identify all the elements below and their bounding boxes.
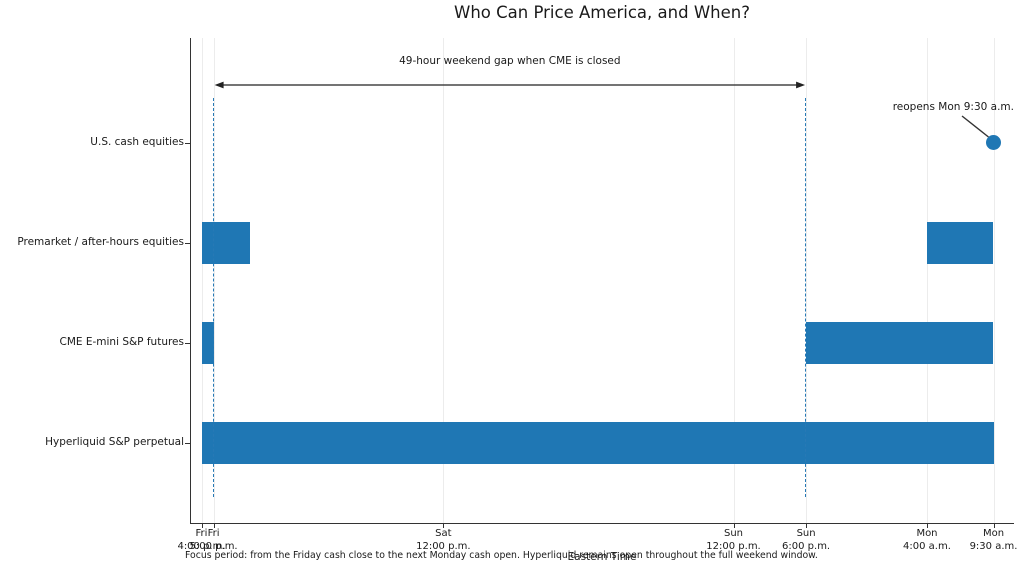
gridline — [443, 38, 445, 523]
y-axis-category-label: Hyperliquid S&P perpetual — [45, 436, 184, 448]
x-axis-spine — [190, 523, 1014, 524]
chart-title: Who Can Price America, and When? — [454, 3, 750, 22]
x-tick-mark — [993, 524, 995, 528]
x-tick-day: Sat — [435, 528, 452, 539]
x-tick-day: Mon — [916, 528, 938, 539]
x-tick-label: Fri 5:00 p.m. — [190, 527, 238, 553]
reopen-annotation: reopens Mon 9:30 a.m. — [892, 101, 1014, 113]
x-tick-label: Fri 4:00 p.m. — [177, 527, 225, 553]
x-tick-mark — [213, 524, 215, 528]
caption: Focus period: from the Friday cash close… — [185, 550, 818, 561]
gridline — [733, 38, 735, 523]
bar-segment — [926, 222, 994, 264]
x-tick-day: Sun — [723, 528, 744, 539]
y-axis-category-label: Premarket / after-hours equities — [17, 236, 184, 248]
bar-segment — [806, 322, 994, 364]
gap-annotation: 49-hour weekend gap when CME is closed — [399, 55, 621, 67]
reopen-leader-line — [961, 115, 989, 138]
gridline — [213, 38, 215, 523]
y-tick-mark — [185, 343, 190, 344]
x-tick-day: Mon — [982, 528, 1005, 539]
gridline — [993, 38, 995, 523]
reopen-marker-dot — [986, 134, 1001, 150]
y-axis-spine — [190, 38, 191, 524]
y-tick-mark — [185, 243, 190, 244]
y-tick-mark — [185, 143, 190, 144]
gap-arrowhead-left — [214, 81, 224, 89]
y-axis-category-label: CME E-mini S&P futures — [59, 336, 184, 348]
x-tick-mark — [201, 524, 203, 528]
bar-segment — [201, 322, 214, 364]
x-tick-mark — [443, 524, 445, 528]
cme-boundary-dashed-line — [805, 98, 807, 497]
x-tick-label: Sun 12:00 p.m. — [706, 527, 760, 553]
x-tick-label: Sat 12:00 p.m. — [416, 527, 470, 553]
x-tick-time: 4:00 a.m. — [903, 541, 951, 552]
x-tick-mark — [806, 524, 808, 528]
x-tick-time: 4:00 p.m. — [177, 541, 226, 552]
x-tick-label: Mon 4:00 a.m. — [903, 527, 951, 553]
gap-arrowhead-right — [796, 81, 806, 89]
x-tick-time: 12:00 p.m. — [416, 541, 471, 552]
x-tick-time: 12:00 p.m. — [706, 541, 761, 552]
bar-segment — [201, 222, 250, 264]
bar-segment — [201, 422, 994, 464]
x-tick-time: 9:30 a.m. — [969, 541, 1018, 552]
x-axis-label: Eastern Time — [567, 551, 637, 563]
gridline — [806, 38, 808, 523]
cme-boundary-dashed-line — [212, 98, 214, 497]
x-tick-mark — [733, 524, 735, 528]
y-axis-category-label: U.S. cash equities — [90, 136, 184, 148]
x-tick-label: Mon 9:30 a.m. — [970, 527, 1018, 553]
gridline — [201, 38, 203, 523]
x-tick-time: 5:00 p.m. — [189, 541, 238, 552]
gridline — [926, 38, 928, 523]
x-tick-label: Sun 6:00 p.m. — [782, 527, 830, 553]
x-tick-mark — [926, 524, 928, 528]
x-tick-day: Fri — [195, 528, 208, 539]
x-tick-day: Sun — [796, 528, 816, 539]
y-tick-mark — [185, 443, 190, 444]
x-tick-day: Fri — [207, 528, 220, 539]
x-tick-time: 6:00 p.m. — [782, 541, 831, 552]
